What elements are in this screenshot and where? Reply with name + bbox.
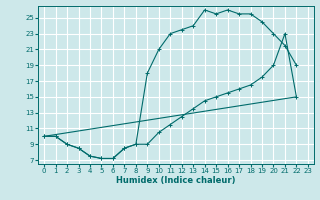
X-axis label: Humidex (Indice chaleur): Humidex (Indice chaleur) <box>116 176 236 185</box>
